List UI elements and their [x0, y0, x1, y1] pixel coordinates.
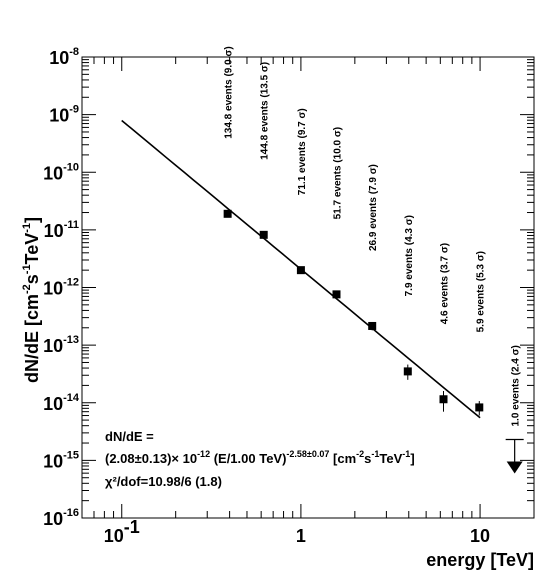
axis-ticks [81, 56, 535, 519]
data-point [332, 290, 341, 299]
data-point [403, 367, 412, 376]
event-label: 1.0 events (2.4 σ) [511, 345, 522, 426]
event-label: 134.8 events (9.0 σ) [224, 46, 235, 138]
x-axis-title: energy [TeV] [426, 550, 534, 570]
y-tick-labels: 10-16 10-15 10-14 10-13 10-12 10-11 10-10 10-9 1… [43, 46, 80, 529]
event-annotations: 134.8 events (9.0 σ) 144.8 events (13.5 σ… [224, 46, 522, 426]
event-label: 144.8 events (13.5 σ) [260, 62, 271, 160]
plot-frame [81, 56, 535, 519]
x-tick-label: 10 [470, 526, 490, 546]
y-tick-label: 10-8 [49, 46, 79, 68]
upper-limit-marker [505, 438, 524, 474]
data-point [223, 209, 232, 218]
y-tick-label: 10-10 [43, 161, 79, 183]
x-tick-labels: 10-1 1 10 [104, 517, 490, 546]
y-tick-label: 10-14 [43, 392, 80, 414]
event-label: 71.1 events (9.7 σ) [297, 108, 308, 195]
data-point [368, 321, 377, 330]
x-tick-label: 10-1 [104, 517, 140, 546]
event-label: 4.6 events (3.7 σ) [440, 243, 451, 324]
fit-formula: dN/dE = (2.08±0.13)× 10-12 (E/1.00 TeV)-… [105, 429, 415, 489]
event-label: 51.7 events (10.0 σ) [333, 127, 344, 219]
y-tick-label: 10-15 [43, 449, 79, 471]
y-tick-label: 10-9 [49, 104, 79, 126]
fit-formula-line-3: χ²/dof=10.98/6 (1.8) [105, 474, 222, 489]
data-point [475, 403, 484, 412]
y-axis-title: dN/dE [cm-2s-1TeV-1] [21, 217, 42, 383]
data-point [259, 230, 268, 239]
upper-limit-arrow [506, 461, 523, 474]
data-point [439, 395, 448, 404]
event-label: 7.9 events (4.3 σ) [404, 215, 415, 296]
y-tick-label: 10-13 [43, 334, 79, 356]
x-tick-label: 1 [296, 526, 306, 546]
y-tick-label: 10-11 [44, 219, 79, 241]
event-label: 5.9 events (5.3 σ) [475, 251, 486, 332]
fit-formula-line-1: dN/dE = [105, 429, 154, 444]
y-tick-label: 10-16 [43, 507, 79, 529]
fit-formula-line-2: (2.08±0.13)× 10-12 (E/1.00 TeV)-2.58±0.0… [105, 449, 415, 466]
data-point [296, 266, 305, 275]
data-points [223, 209, 484, 416]
y-tick-label: 10-12 [43, 277, 79, 299]
event-label: 26.9 events (7.9 σ) [368, 164, 379, 251]
